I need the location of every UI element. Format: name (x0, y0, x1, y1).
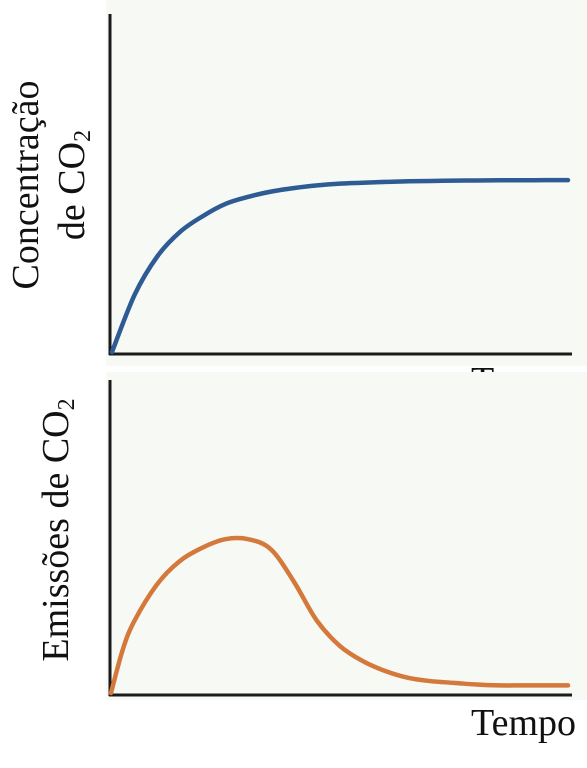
bottom-y-axis-label-subscript: 2 (54, 398, 80, 410)
top-y-axis-label-main: de CO (51, 142, 93, 240)
bottom-y-axis-label-main: Emissões de CO (35, 410, 77, 661)
top-y-axis-label-line2: de CO2 (51, 130, 96, 240)
bottom-y-axis-label: Emissões de CO2 (35, 398, 80, 661)
top-series-group (109, 177, 571, 355)
bottom-emissions-series-line (108, 535, 571, 696)
top-y-axis-label-subscript: 2 (70, 130, 96, 142)
top-concentration-series-line (109, 177, 571, 355)
bottom-plot-background (106, 372, 587, 700)
bottom-series-group (108, 535, 571, 696)
bottom-x-axis-label: Tempo (471, 702, 576, 744)
top-y-axis-label-line1: Concentração (5, 81, 47, 290)
